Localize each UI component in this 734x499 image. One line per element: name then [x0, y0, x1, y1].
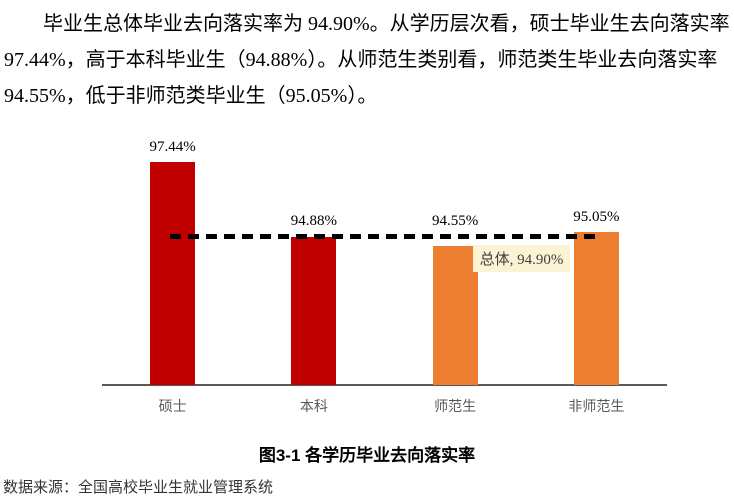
paragraph-line-2: 97.44%，高于本科毕业生（94.88%）。从师范生类别看，师范类生毕业去向落… — [4, 49, 718, 71]
bar-硕士 — [150, 162, 196, 385]
overall-reference-dashed-line — [170, 233, 598, 239]
body-paragraph: 毕业生总体毕业去向落实率为 94.90%。从学历层次看，硕士毕业生去向落实率 9… — [4, 6, 734, 114]
category-label-硕士: 硕士 — [158, 400, 187, 415]
value-label-非师范生: 95.05% — [573, 208, 620, 225]
paragraph-line-1: 毕业生总体毕业去向落实率为 94.90%。从学历层次看，硕士毕业生去向落实率 — [43, 13, 730, 35]
data-source-note: 数据来源：全国高校毕业生就业管理系统 — [3, 480, 274, 496]
bar-师范生 — [432, 246, 478, 385]
bar-非师范生 — [573, 231, 619, 385]
bar-本科 — [291, 236, 337, 385]
overall-reference-label: 总体, 94.90% — [473, 245, 570, 272]
x-axis-line — [102, 384, 667, 386]
value-label-本科: 94.88% — [290, 213, 337, 229]
value-label-师范生: 94.55% — [432, 213, 479, 229]
category-label-师范生: 师范生 — [434, 400, 477, 415]
figure-caption: 图3-1 各学历毕业去向落实率 — [258, 446, 476, 465]
paragraph-line-3: 94.55%，低于非师范类毕业生（95.05%）。 — [4, 85, 378, 107]
category-label-本科: 本科 — [299, 400, 328, 415]
value-label-硕士: 97.44% — [149, 139, 196, 156]
category-label-非师范生: 非师范生 — [568, 400, 625, 415]
